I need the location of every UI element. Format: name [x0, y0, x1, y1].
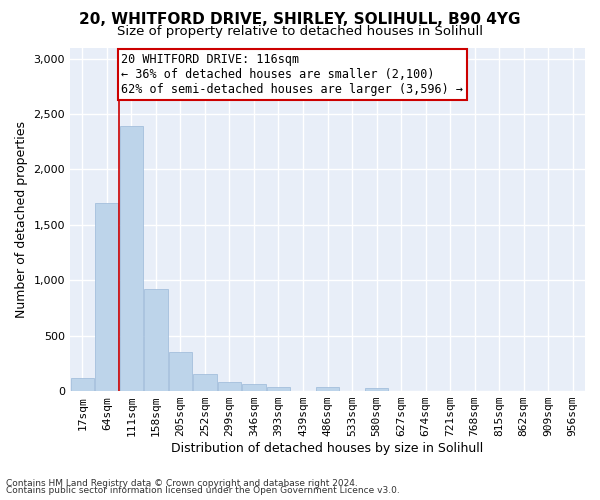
Bar — [169, 352, 192, 391]
Bar — [267, 387, 290, 391]
Bar — [193, 374, 217, 391]
Bar — [242, 384, 266, 391]
Bar — [144, 289, 167, 391]
Y-axis label: Number of detached properties: Number of detached properties — [15, 121, 28, 318]
Bar — [316, 387, 339, 391]
Text: Contains public sector information licensed under the Open Government Licence v3: Contains public sector information licen… — [6, 486, 400, 495]
Text: 20, WHITFORD DRIVE, SHIRLEY, SOLIHULL, B90 4YG: 20, WHITFORD DRIVE, SHIRLEY, SOLIHULL, B… — [79, 12, 521, 28]
Bar — [71, 378, 94, 391]
Bar — [218, 382, 241, 391]
Bar — [365, 388, 388, 391]
Text: 20 WHITFORD DRIVE: 116sqm
← 36% of detached houses are smaller (2,100)
62% of se: 20 WHITFORD DRIVE: 116sqm ← 36% of detac… — [121, 53, 463, 96]
Text: Contains HM Land Registry data © Crown copyright and database right 2024.: Contains HM Land Registry data © Crown c… — [6, 478, 358, 488]
Text: Size of property relative to detached houses in Solihull: Size of property relative to detached ho… — [117, 25, 483, 38]
Bar — [95, 202, 118, 391]
X-axis label: Distribution of detached houses by size in Solihull: Distribution of detached houses by size … — [172, 442, 484, 455]
Bar — [119, 126, 143, 391]
